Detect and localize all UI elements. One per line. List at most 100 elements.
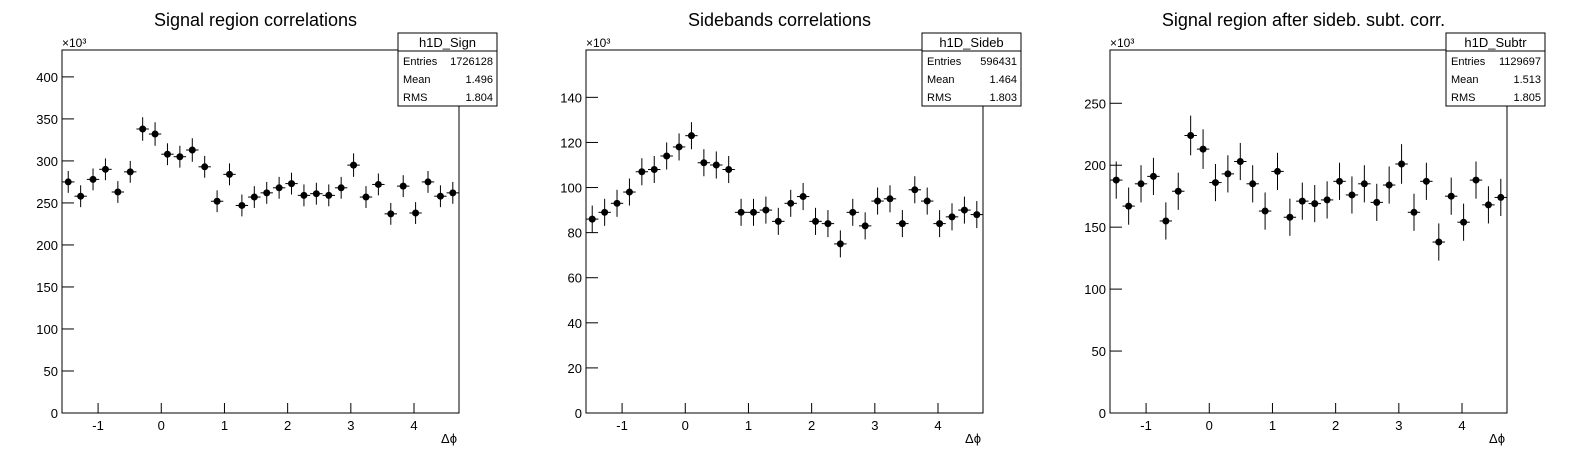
stats-value: 1.496 bbox=[465, 74, 493, 86]
stats-value: 1.464 bbox=[989, 74, 1017, 86]
marker bbox=[650, 165, 658, 173]
marker bbox=[350, 161, 358, 169]
stats-label: RMS bbox=[927, 92, 951, 104]
y-tick-label: 60 bbox=[568, 271, 582, 286]
marker bbox=[449, 189, 457, 197]
stats-value: 1.513 bbox=[1513, 74, 1541, 86]
marker bbox=[424, 178, 432, 186]
marker bbox=[114, 188, 122, 196]
marker bbox=[250, 193, 258, 201]
marker bbox=[824, 220, 832, 228]
y-tick-label: 150 bbox=[36, 280, 58, 295]
stats-name: h1D_Sideb bbox=[939, 35, 1003, 50]
marker bbox=[1199, 145, 1207, 153]
x-tick-label: 2 bbox=[1332, 418, 1339, 433]
y-tick-label: 0 bbox=[51, 406, 58, 421]
stats-value: 1.803 bbox=[989, 92, 1017, 104]
marker bbox=[1435, 238, 1443, 246]
stats-value: 596431 bbox=[980, 56, 1017, 68]
x-axis-label: Δϕ bbox=[1489, 431, 1505, 446]
marker bbox=[973, 211, 981, 219]
marker bbox=[1274, 167, 1282, 175]
marker bbox=[625, 188, 633, 196]
marker bbox=[101, 165, 109, 173]
marker bbox=[1211, 179, 1219, 187]
marker bbox=[226, 170, 234, 178]
marker bbox=[911, 186, 919, 194]
y-tick-label: 200 bbox=[1084, 158, 1106, 173]
x-tick-label: 2 bbox=[808, 418, 815, 433]
marker bbox=[1373, 198, 1381, 206]
marker bbox=[436, 192, 444, 200]
marker bbox=[1224, 170, 1232, 178]
y-tick-label: 200 bbox=[36, 238, 58, 253]
marker bbox=[275, 184, 283, 192]
marker bbox=[601, 208, 609, 216]
y-tick-label: 350 bbox=[36, 112, 58, 127]
y-tick-label: 50 bbox=[44, 364, 58, 379]
marker bbox=[362, 193, 370, 201]
marker bbox=[151, 130, 159, 138]
y-tick-label: 20 bbox=[568, 361, 582, 376]
marker bbox=[836, 240, 844, 248]
marker bbox=[1422, 177, 1430, 185]
marker bbox=[163, 150, 171, 158]
x-tick-label: 0 bbox=[1206, 418, 1213, 433]
stats-label: Entries bbox=[403, 56, 438, 68]
stats-value: 1.805 bbox=[1513, 92, 1541, 104]
marker bbox=[213, 197, 221, 205]
x-tick-label: 2 bbox=[284, 418, 291, 433]
marker bbox=[139, 125, 147, 133]
marker bbox=[923, 197, 931, 205]
marker bbox=[1484, 201, 1492, 209]
y-tick-label: 250 bbox=[36, 196, 58, 211]
marker bbox=[1162, 217, 1170, 225]
y-tick-label: 140 bbox=[560, 90, 582, 105]
marker bbox=[238, 201, 246, 209]
marker bbox=[325, 191, 333, 199]
x-tick-label: 3 bbox=[871, 418, 878, 433]
marker bbox=[663, 152, 671, 160]
y-exponent: ×10³ bbox=[62, 36, 86, 50]
marker bbox=[1174, 187, 1182, 195]
marker bbox=[700, 159, 708, 167]
marker bbox=[1112, 176, 1120, 184]
marker bbox=[725, 165, 733, 173]
marker bbox=[762, 206, 770, 214]
marker bbox=[638, 168, 646, 176]
marker bbox=[737, 208, 745, 216]
marker bbox=[774, 217, 782, 225]
stats-box bbox=[1445, 32, 1546, 107]
marker bbox=[1472, 176, 1480, 184]
marker bbox=[387, 210, 395, 218]
stats-box bbox=[397, 32, 498, 107]
marker bbox=[1249, 180, 1257, 188]
x-tick-label: 3 bbox=[347, 418, 354, 433]
marker bbox=[89, 175, 97, 183]
x-tick-label: -1 bbox=[92, 418, 104, 433]
x-tick-label: 4 bbox=[934, 418, 941, 433]
marker bbox=[1125, 202, 1133, 210]
marker bbox=[1286, 213, 1294, 221]
marker bbox=[1149, 172, 1157, 180]
y-tick-label: 50 bbox=[1092, 344, 1106, 359]
x-tick-label: 3 bbox=[1395, 418, 1402, 433]
marker bbox=[960, 206, 968, 214]
marker bbox=[126, 168, 134, 176]
marker bbox=[1187, 131, 1195, 139]
y-exponent: ×10³ bbox=[586, 36, 610, 50]
chart-title: Signal region after sideb. subt. corr. bbox=[1162, 10, 1445, 30]
marker bbox=[787, 199, 795, 207]
y-tick-label: 120 bbox=[560, 135, 582, 150]
plot-frame bbox=[1109, 49, 1508, 414]
marker bbox=[750, 208, 758, 216]
y-tick-label: 300 bbox=[36, 154, 58, 169]
marker bbox=[948, 213, 956, 221]
y-tick-label: 250 bbox=[1084, 96, 1106, 111]
y-tick-label: 40 bbox=[568, 316, 582, 331]
marker bbox=[1311, 200, 1319, 208]
marker bbox=[300, 191, 308, 199]
marker bbox=[898, 220, 906, 228]
x-tick-label: -1 bbox=[1140, 418, 1152, 433]
marker bbox=[1360, 180, 1368, 188]
